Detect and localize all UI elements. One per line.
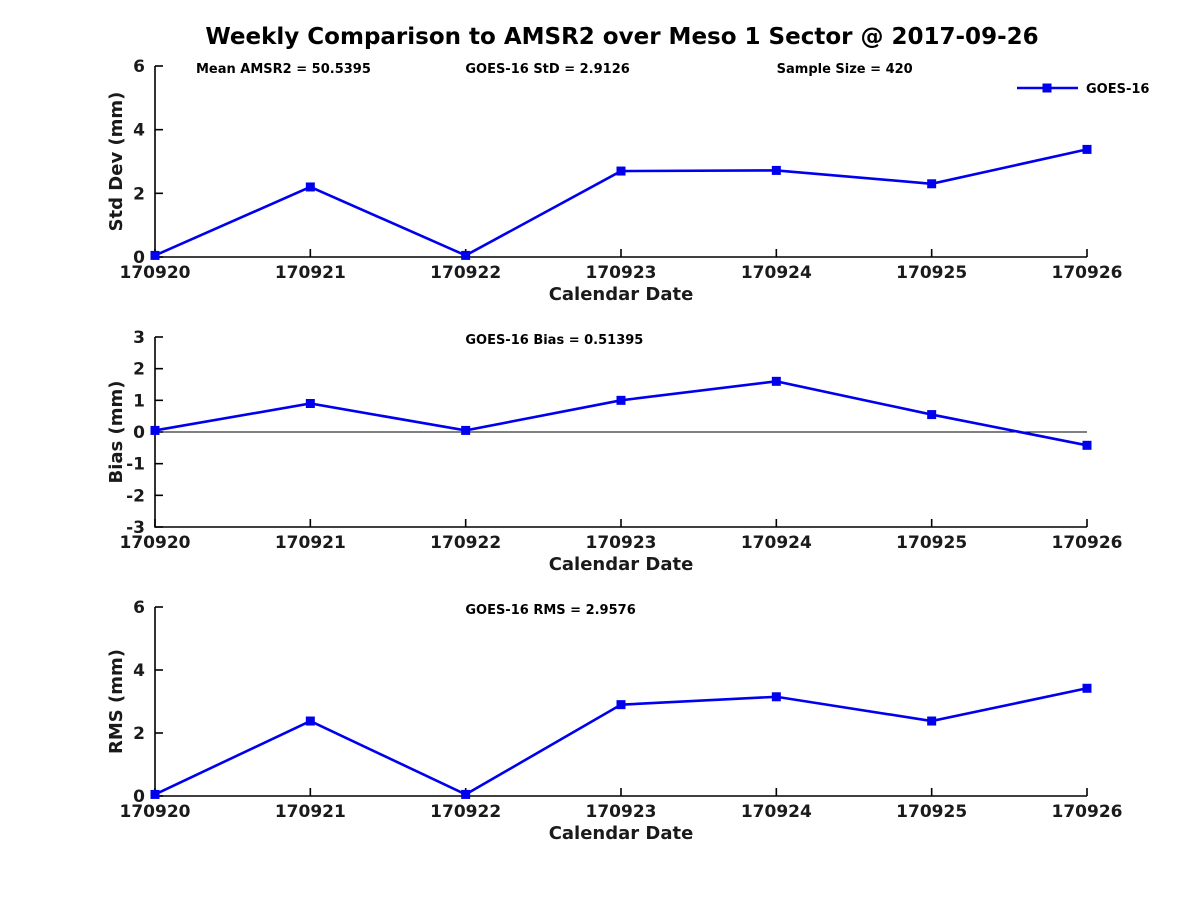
figure-title: Weekly Comparison to AMSR2 over Meso 1 S… [205, 24, 1039, 50]
y-tick-label: 0 [133, 248, 145, 268]
y-tick-label: 6 [133, 598, 145, 618]
data-point-marker [305, 182, 315, 192]
data-point-marker [1082, 440, 1092, 450]
subplot-bias: -3 -2 -1 0 1 2 3 170920 170921 170922 170923 170924… [106, 328, 1122, 575]
y-tick-label: 3 [133, 328, 145, 348]
x-axis-label: Calendar Date [549, 284, 694, 305]
x-tick-label: 170924 [741, 802, 812, 822]
annotation-text: GOES-16 Bias = 0.51395 [465, 333, 643, 348]
y-axis-label: Std Dev (mm) [106, 92, 127, 232]
annotation-text: GOES-16 StD = 2.9126 [465, 62, 629, 77]
data-point-marker [616, 395, 626, 405]
x-tick-label: 170922 [430, 802, 501, 822]
data-point-marker [927, 716, 937, 726]
data-point-marker [771, 376, 781, 386]
x-tick-label: 170921 [275, 263, 346, 283]
x-tick-label: 170925 [896, 263, 967, 283]
y-tick-label: -2 [126, 486, 145, 506]
data-point-marker [461, 250, 471, 260]
subplot-std: 0 2 4 6 170920 170921 170922 170923 170924 170925… [106, 57, 1122, 305]
axes-spines [154, 66, 1087, 258]
y-tick-label: 6 [133, 57, 145, 77]
x-tick-label: 170926 [1052, 263, 1123, 283]
data-point-marker [771, 165, 781, 175]
data-point-marker [305, 716, 315, 726]
x-tick-label: 170920 [120, 263, 191, 283]
x-tick-label: 170921 [275, 802, 346, 822]
x-tick-label: 170924 [741, 263, 812, 283]
y-tick-label: 0 [133, 423, 145, 443]
y-tick-label: 0 [133, 787, 145, 807]
y-tick-label: 2 [133, 360, 145, 380]
x-tick-label: 170924 [741, 533, 812, 553]
x-tick-label: 170926 [1052, 533, 1123, 553]
series-line [154, 148, 1088, 257]
data-point-marker [771, 692, 781, 702]
y-tick-label: 4 [133, 121, 145, 141]
y-tick-label: 1 [133, 391, 145, 411]
x-tick-label: 170920 [120, 533, 191, 553]
x-tick-label: 170923 [586, 533, 657, 553]
data-point-marker [150, 250, 160, 260]
x-tick-label: 170925 [896, 533, 967, 553]
y-tick-label: 4 [133, 661, 145, 681]
y-axis-label: RMS (mm) [106, 649, 127, 754]
annotation-text: Sample Size = 420 [777, 62, 913, 77]
data-point-marker [927, 179, 937, 189]
y-tick-label: -3 [126, 518, 145, 538]
data-point-marker [927, 410, 937, 420]
x-axis-label: Calendar Date [549, 823, 694, 844]
legend-marker-icon [1042, 83, 1052, 93]
data-point-marker [461, 425, 471, 435]
y-tick-label: -1 [126, 455, 145, 475]
data-point-marker [616, 166, 626, 176]
series-line [154, 380, 1088, 447]
x-tick-label: 170926 [1052, 802, 1123, 822]
data-point-marker [150, 425, 160, 435]
data-point-marker [1082, 144, 1092, 154]
x-tick-label: 170922 [430, 533, 501, 553]
legend-series-label: GOES-16 [1086, 82, 1149, 97]
data-point-marker [461, 789, 471, 799]
x-tick-label: 170921 [275, 533, 346, 553]
x-tick-label: 170923 [586, 802, 657, 822]
x-tick-label: 170925 [896, 802, 967, 822]
y-axis-label: Bias (mm) [106, 381, 127, 484]
annotation-text: Mean AMSR2 = 50.5395 [196, 62, 371, 77]
x-tick-label: 170922 [430, 263, 501, 283]
legend: GOES-16 [1017, 82, 1149, 97]
data-point-marker [616, 700, 626, 710]
y-tick-label: 2 [133, 184, 145, 204]
data-point-marker [150, 789, 160, 799]
y-tick-label: 2 [133, 724, 145, 744]
annotation-text: GOES-16 RMS = 2.9576 [465, 603, 635, 618]
data-point-marker [1082, 683, 1092, 693]
x-tick-label: 170923 [586, 263, 657, 283]
x-axis-label: Calendar Date [549, 554, 694, 575]
subplot-rms: 0 2 4 6 170920 170921 170922 170923 170924 170925… [106, 598, 1122, 844]
data-point-marker [305, 399, 315, 408]
x-tick-label: 170920 [120, 802, 191, 822]
